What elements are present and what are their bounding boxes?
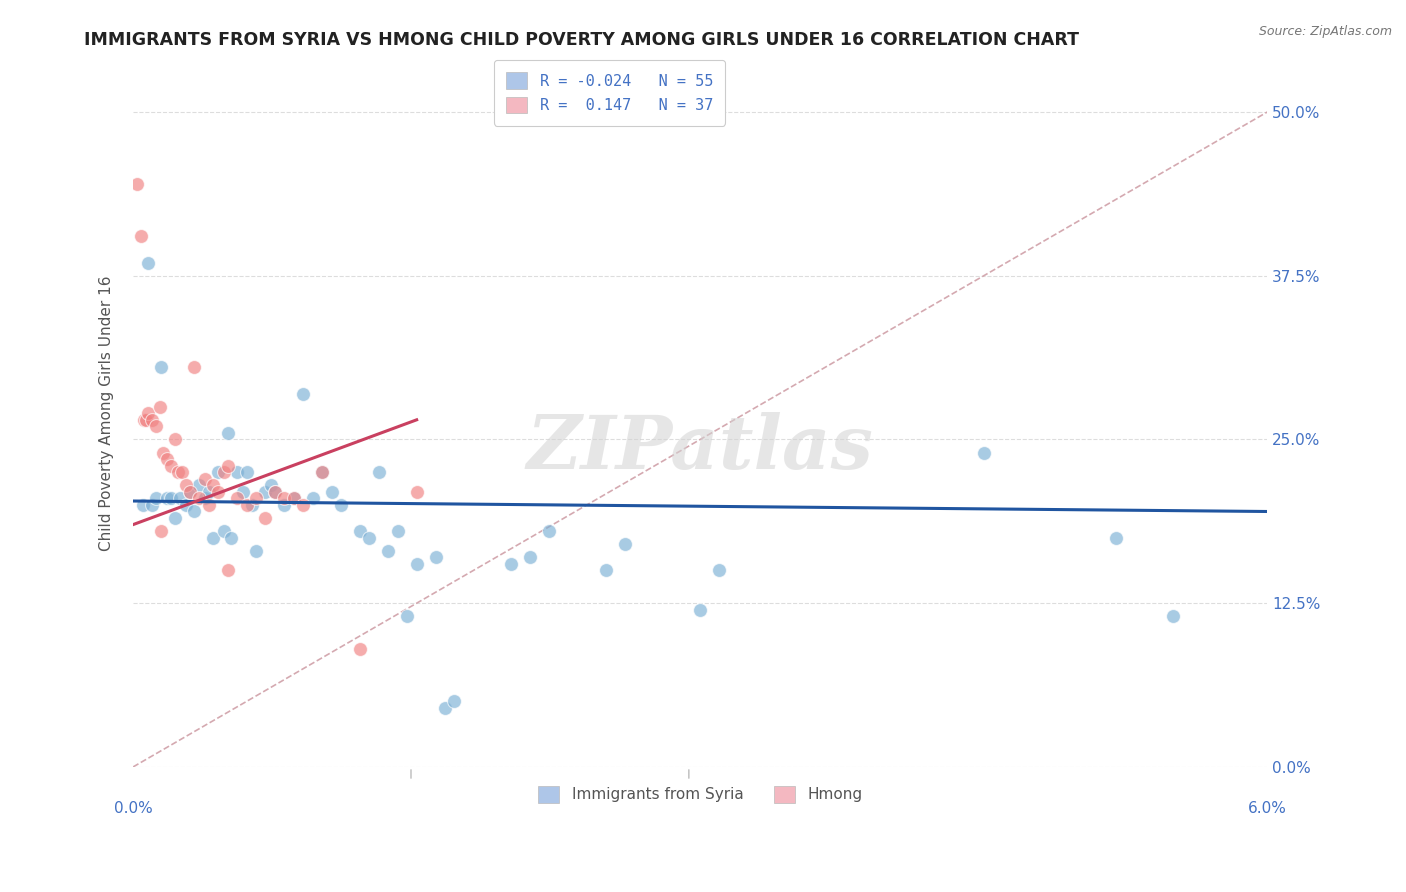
Point <box>163 433 186 447</box>
Point <box>197 484 219 499</box>
Point <box>131 498 153 512</box>
Point <box>152 445 174 459</box>
Point <box>226 465 249 479</box>
Text: 6.0%: 6.0% <box>1249 801 1286 816</box>
Point <box>405 484 427 499</box>
Point <box>207 484 229 499</box>
Text: IMMIGRANTS FROM SYRIA VS HMONG CHILD POVERTY AMONG GIRLS UNDER 16 CORRELATION CH: IMMIGRANTS FROM SYRIA VS HMONG CHILD POV… <box>84 31 1080 49</box>
Point <box>145 419 167 434</box>
Point <box>188 478 211 492</box>
Point <box>349 642 371 657</box>
Point <box>125 177 148 191</box>
Point <box>254 511 277 525</box>
Point <box>179 484 201 499</box>
Point <box>235 498 257 512</box>
Text: Source: ZipAtlas.com: Source: ZipAtlas.com <box>1258 25 1392 38</box>
Point <box>174 478 197 492</box>
Point <box>172 465 194 479</box>
Point <box>150 524 173 538</box>
Point <box>377 543 399 558</box>
Point <box>311 465 333 479</box>
Point <box>537 524 560 538</box>
Point <box>174 498 197 512</box>
Point <box>359 531 381 545</box>
Point <box>197 498 219 512</box>
Point <box>707 564 730 578</box>
Point <box>245 543 267 558</box>
Point <box>183 504 205 518</box>
Point <box>136 406 159 420</box>
Point <box>292 498 315 512</box>
Point <box>387 524 409 538</box>
Point <box>194 491 217 506</box>
Point <box>136 255 159 269</box>
Point <box>156 452 179 467</box>
Point <box>501 557 523 571</box>
Point <box>1161 609 1184 624</box>
Text: ZIPatlas: ZIPatlas <box>527 412 873 485</box>
Point <box>145 491 167 506</box>
Point <box>425 550 447 565</box>
Point <box>212 524 235 538</box>
Point <box>519 550 541 565</box>
Point <box>188 491 211 506</box>
Point <box>264 484 287 499</box>
Point <box>160 491 183 506</box>
Point <box>235 465 257 479</box>
Point <box>221 531 243 545</box>
Point <box>443 694 465 708</box>
Point <box>212 465 235 479</box>
Point <box>141 498 163 512</box>
Point <box>135 413 157 427</box>
Point <box>349 524 371 538</box>
Point <box>232 484 254 499</box>
Y-axis label: Child Poverty Among Girls Under 16: Child Poverty Among Girls Under 16 <box>100 276 114 551</box>
Point <box>283 491 305 506</box>
Point <box>273 498 295 512</box>
Point <box>207 465 229 479</box>
Point <box>217 425 239 440</box>
Point <box>330 498 353 512</box>
Point <box>264 484 287 499</box>
Point <box>689 603 711 617</box>
Point <box>311 465 333 479</box>
Point <box>367 465 389 479</box>
Point <box>613 537 636 551</box>
Point <box>273 491 295 506</box>
Point <box>141 413 163 427</box>
Point <box>973 445 995 459</box>
Point <box>226 491 249 506</box>
Point <box>301 491 323 506</box>
Point <box>169 491 191 506</box>
Point <box>129 229 152 244</box>
Point <box>163 511 186 525</box>
Point <box>245 491 267 506</box>
Point <box>292 386 315 401</box>
Point <box>217 564 239 578</box>
Point <box>148 400 170 414</box>
Point <box>1105 531 1128 545</box>
Point <box>283 491 305 506</box>
Point <box>217 458 239 473</box>
Point <box>134 413 156 427</box>
Legend: Immigrants from Syria, Hmong: Immigrants from Syria, Hmong <box>531 780 869 809</box>
Point <box>179 484 201 499</box>
Point <box>201 531 224 545</box>
Point <box>260 478 283 492</box>
Point <box>194 472 217 486</box>
Point <box>167 465 190 479</box>
Point <box>183 360 205 375</box>
Point <box>405 557 427 571</box>
Text: 0.0%: 0.0% <box>114 801 152 816</box>
Point <box>156 491 179 506</box>
Point <box>240 498 263 512</box>
Point <box>595 564 617 578</box>
Point <box>254 484 277 499</box>
Point <box>321 484 343 499</box>
Point <box>434 701 457 715</box>
Point <box>150 360 173 375</box>
Point <box>160 458 183 473</box>
Point <box>201 478 224 492</box>
Point <box>396 609 419 624</box>
